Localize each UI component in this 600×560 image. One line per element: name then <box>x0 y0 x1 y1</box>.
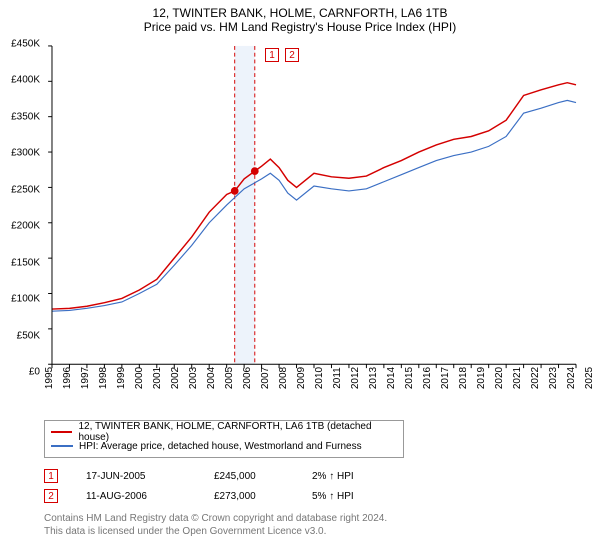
x-tick-label: 2022 <box>530 367 541 389</box>
x-tick-label: 2014 <box>386 367 397 389</box>
x-tick-label: 2000 <box>134 367 145 389</box>
x-tick-label: 2002 <box>170 367 181 389</box>
legend-swatch-1 <box>51 431 72 433</box>
x-axis: 1995199619971998199920002001200220032004… <box>44 374 584 424</box>
x-tick-label: 2012 <box>350 367 361 389</box>
legend-swatch-2 <box>51 445 73 447</box>
footer-attribution: Contains HM Land Registry data © Crown c… <box>44 512 387 538</box>
y-tick-label: £200K <box>11 221 40 232</box>
row-marker-1: 1 <box>44 469 58 483</box>
y-tick-label: £50K <box>17 330 40 341</box>
x-tick-label: 2010 <box>314 367 325 389</box>
x-tick-label: 2015 <box>404 367 415 389</box>
row-price-2: £273,000 <box>214 491 284 502</box>
table-row: 2 11-AUG-2006 £273,000 5% ↑ HPI <box>44 486 392 506</box>
row-price-1: £245,000 <box>214 471 284 482</box>
x-tick-label: 2024 <box>566 367 577 389</box>
x-tick-label: 2007 <box>260 367 271 389</box>
y-tick-label: £450K <box>11 39 40 50</box>
y-tick-label: £250K <box>11 184 40 195</box>
y-tick-label: £400K <box>11 75 40 86</box>
transactions-table: 1 17-JUN-2005 £245,000 2% ↑ HPI 2 11-AUG… <box>44 466 392 506</box>
y-tick-label: £100K <box>11 294 40 305</box>
chart-svg <box>44 44 584 372</box>
x-tick-label: 1997 <box>80 367 91 389</box>
legend-item-1: 12, TWINTER BANK, HOLME, CARNFORTH, LA6 … <box>51 425 397 439</box>
legend-label-2: HPI: Average price, detached house, West… <box>79 441 362 452</box>
x-tick-label: 2017 <box>440 367 451 389</box>
x-tick-label: 2013 <box>368 367 379 389</box>
table-row: 1 17-JUN-2005 £245,000 2% ↑ HPI <box>44 466 392 486</box>
chart-area <box>44 44 584 372</box>
row-marker-2: 2 <box>44 489 58 503</box>
title-subtitle: Price paid vs. HM Land Registry's House … <box>0 20 600 34</box>
footer-line-2: This data is licensed under the Open Gov… <box>44 525 387 538</box>
y-tick-label: £350K <box>11 111 40 122</box>
x-tick-label: 1998 <box>98 367 109 389</box>
y-tick-label: £300K <box>11 148 40 159</box>
y-tick-label: £0 <box>29 367 40 378</box>
x-tick-label: 2008 <box>278 367 289 389</box>
x-tick-label: 2020 <box>494 367 505 389</box>
x-tick-label: 2003 <box>188 367 199 389</box>
row-date-2: 11-AUG-2006 <box>86 491 186 502</box>
x-tick-label: 2011 <box>332 367 343 389</box>
x-tick-label: 1996 <box>62 367 73 389</box>
footer-line-1: Contains HM Land Registry data © Crown c… <box>44 512 387 525</box>
x-tick-label: 2023 <box>548 367 559 389</box>
title-address: 12, TWINTER BANK, HOLME, CARNFORTH, LA6 … <box>0 6 600 20</box>
chart-titles: 12, TWINTER BANK, HOLME, CARNFORTH, LA6 … <box>0 0 600 34</box>
x-tick-label: 2019 <box>476 367 487 389</box>
row-date-1: 17-JUN-2005 <box>86 471 186 482</box>
legend-item-2: HPI: Average price, detached house, West… <box>51 439 397 453</box>
x-tick-label: 2016 <box>422 367 433 389</box>
y-axis: £0£50K£100K£150K£200K£250K£300K£350K£400… <box>0 44 42 372</box>
y-tick-label: £150K <box>11 257 40 268</box>
x-tick-label: 2021 <box>512 367 523 389</box>
x-tick-label: 2006 <box>242 367 253 389</box>
x-tick-label: 2009 <box>296 367 307 389</box>
legend: 12, TWINTER BANK, HOLME, CARNFORTH, LA6 … <box>44 420 404 458</box>
x-tick-label: 2004 <box>206 367 217 389</box>
x-tick-label: 2001 <box>152 367 163 389</box>
x-tick-label: 2025 <box>584 367 595 389</box>
x-tick-label: 1999 <box>116 367 127 389</box>
x-tick-label: 2018 <box>458 367 469 389</box>
x-tick-label: 2005 <box>224 367 235 389</box>
x-tick-label: 1995 <box>44 367 55 389</box>
row-pct-1: 2% ↑ HPI <box>312 471 392 482</box>
row-pct-2: 5% ↑ HPI <box>312 491 392 502</box>
